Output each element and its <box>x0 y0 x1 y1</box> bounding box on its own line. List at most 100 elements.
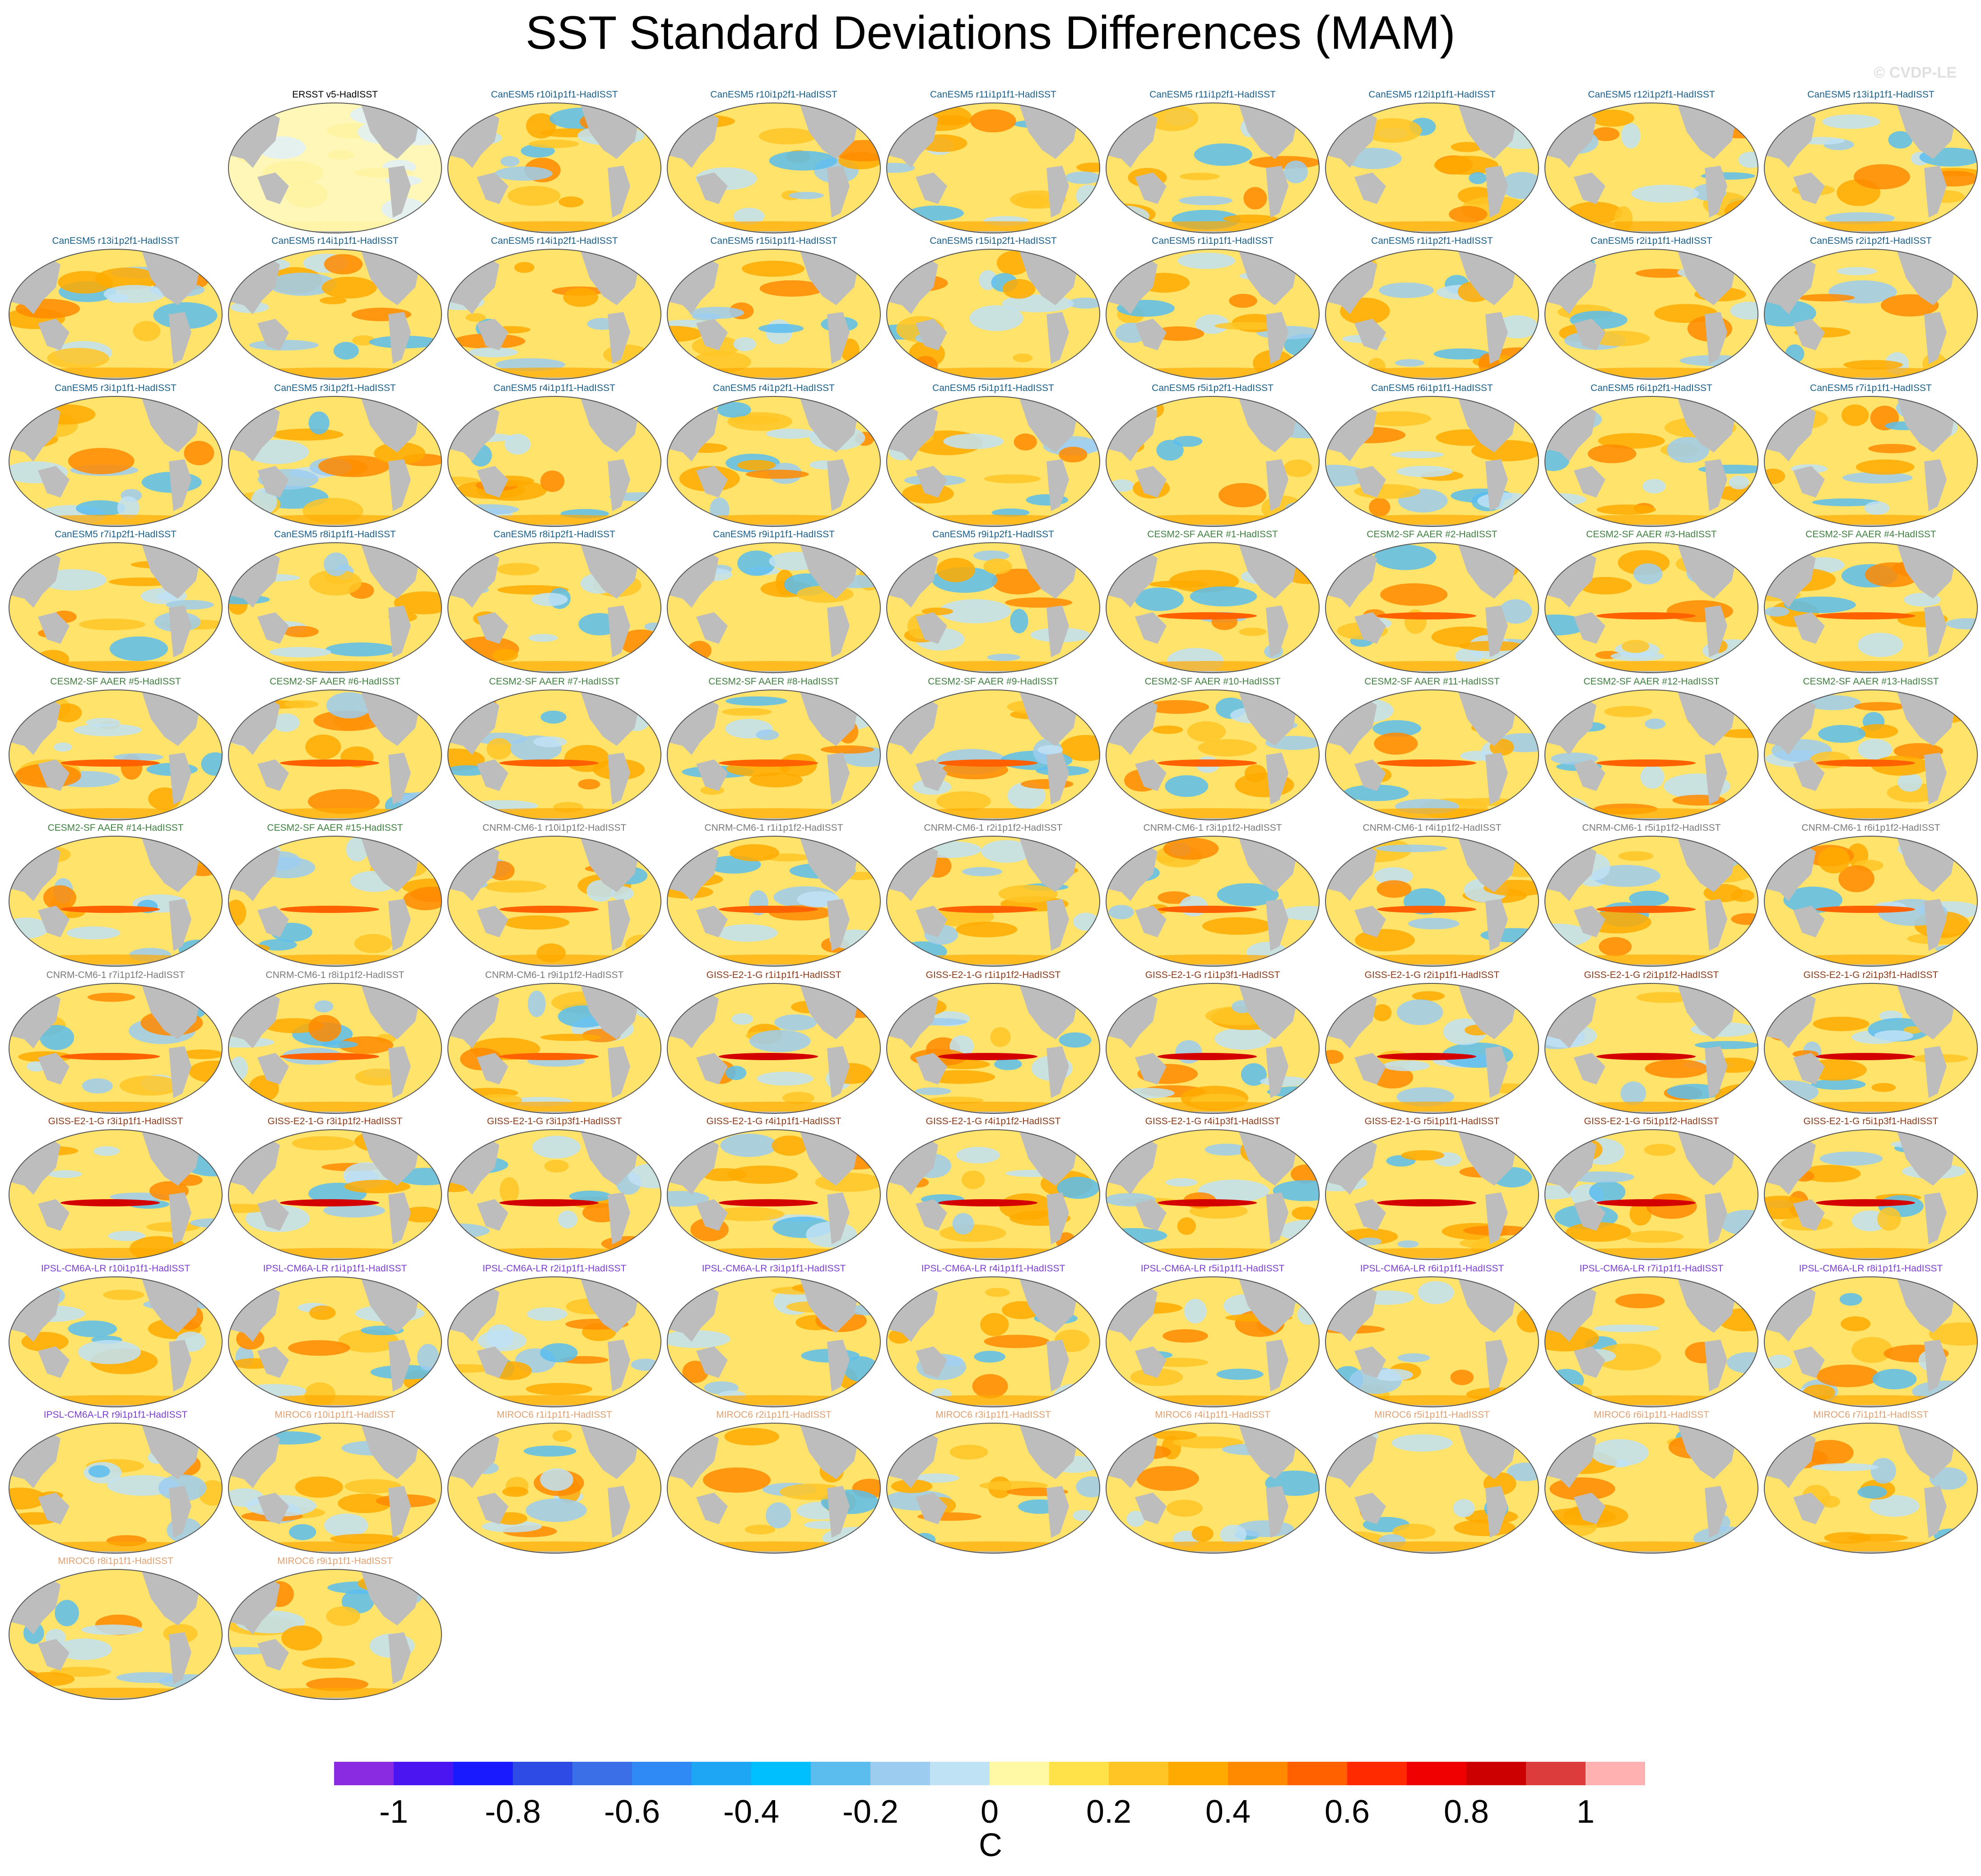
panel-title: MIROC6 r3i1p1f1-HadISST <box>935 1410 1051 1420</box>
map-panel: CNRM-CM6-1 r1i1p1f2-HadISST <box>665 823 883 972</box>
panel-title: IPSL-CM6A-LR r3i1p1f1-HadISST <box>702 1263 846 1274</box>
map-panel: IPSL-CM6A-LR r8i1p1f1-HadISST <box>1762 1263 1980 1412</box>
sst-map <box>1325 542 1539 673</box>
map-panel: CESM2-SF AAER #8-HadISST <box>665 676 883 825</box>
colorbar-swatch <box>394 1762 453 1785</box>
colorbar <box>334 1762 1645 1785</box>
map-panel: CanESM5 r8i1p1f1-HadISST <box>226 529 444 678</box>
colorbar-swatch <box>1466 1762 1526 1785</box>
sst-map <box>9 542 223 673</box>
map-panel: CESM2-SF AAER #10-HadISST <box>1103 676 1322 825</box>
map-panel: GISS-E2-1-G r1i1p1f1-HadISST <box>665 970 883 1119</box>
map-panel: GISS-E2-1-G r2i1p1f1-HadISST <box>1323 970 1541 1119</box>
sst-map <box>228 689 442 820</box>
map-panel: MIROC6 r6i1p1f1-HadISST <box>1542 1410 1761 1559</box>
sst-map <box>1325 1129 1539 1260</box>
sst-map <box>886 1129 1100 1260</box>
map-panel: MIROC6 r5i1p1f1-HadISST <box>1323 1410 1541 1559</box>
map-panel: IPSL-CM6A-LR r3i1p1f1-HadISST <box>665 1263 883 1412</box>
map-panel: CanESM5 r7i1p2f1-HadISST <box>6 529 225 678</box>
panel-title: GISS-E2-1-G r2i1p1f2-HadISST <box>1584 970 1719 980</box>
map-panel: IPSL-CM6A-LR r1i1p1f1-HadISST <box>226 1263 444 1412</box>
map-panel: CNRM-CM6-1 r8i1p1f2-HadISST <box>226 970 444 1119</box>
map-panel: CESM2-SF AAER #12-HadISST <box>1542 676 1761 825</box>
sst-map <box>1764 983 1978 1114</box>
sst-map <box>9 249 223 380</box>
panel-title: GISS-E2-1-G r4i1p3f1-HadISST <box>1145 1116 1280 1127</box>
sst-map <box>1325 249 1539 380</box>
map-panel: GISS-E2-1-G r5i1p1f2-HadISST <box>1542 1116 1761 1265</box>
panel-title: CESM2-SF AAER #7-HadISST <box>489 676 620 687</box>
map-panel: GISS-E2-1-G r5i1p1f1-HadISST <box>1323 1116 1541 1265</box>
panel-title: GISS-E2-1-G r2i1p3f1-HadISST <box>1803 970 1939 980</box>
sst-map <box>1325 1276 1539 1407</box>
map-panel: MIROC6 r2i1p1f1-HadISST <box>665 1410 883 1559</box>
sst-map <box>1544 836 1758 967</box>
sst-map <box>9 1129 223 1260</box>
map-panel: IPSL-CM6A-LR r6i1p1f1-HadISST <box>1323 1263 1541 1412</box>
sst-map <box>447 249 661 380</box>
panel-title: MIROC6 r10i1p1f1-HadISST <box>274 1410 395 1420</box>
panel-title: CNRM-CM6-1 r4i1p1f2-HadISST <box>1363 823 1502 833</box>
panel-title: CNRM-CM6-1 r10i1p1f2-HadISST <box>482 823 627 833</box>
sst-map <box>1544 1276 1758 1407</box>
map-panel: MIROC6 r9i1p1f1-HadISST <box>226 1556 444 1705</box>
map-panel: CESM2-SF AAER #3-HadISST <box>1542 529 1761 678</box>
map-panel: MIROC6 r4i1p1f1-HadISST <box>1103 1410 1322 1559</box>
map-panel: CanESM5 r2i1p1f1-HadISST <box>1542 236 1761 385</box>
sst-map <box>1325 836 1539 967</box>
panel-title: MIROC6 r9i1p1f1-HadISST <box>277 1556 393 1566</box>
sst-map <box>1544 102 1758 233</box>
map-panel: CanESM5 r1i1p2f1-HadISST <box>1323 236 1541 385</box>
map-panel: CESM2-SF AAER #11-HadISST <box>1323 676 1541 825</box>
colorbar-tick-label: 1 <box>1576 1794 1595 1830</box>
map-panel: CanESM5 r1i1p1f1-HadISST <box>1103 236 1322 385</box>
colorbar-units: C <box>979 1827 1002 1863</box>
sst-map <box>447 1129 661 1260</box>
panel-title: CESM2-SF AAER #13-HadISST <box>1803 676 1939 687</box>
panel-title: MIROC6 r4i1p1f1-HadISST <box>1155 1410 1270 1420</box>
colorbar-swatch <box>632 1762 692 1785</box>
colorbar-tick-label: 0.4 <box>1205 1794 1251 1830</box>
sst-map <box>228 102 442 233</box>
map-panel: MIROC6 r1i1p1f1-HadISST <box>445 1410 664 1559</box>
colorbar-swatch <box>990 1762 1049 1785</box>
map-panel: CNRM-CM6-1 r3i1p1f2-HadISST <box>1103 823 1322 972</box>
colorbar-swatch <box>1228 1762 1288 1785</box>
colorbar-tick-label: 0.6 <box>1324 1794 1370 1830</box>
map-panel: CNRM-CM6-1 r4i1p1f2-HadISST <box>1323 823 1541 972</box>
sst-map <box>886 1276 1100 1407</box>
panel-title: CNRM-CM6-1 r8i1p1f2-HadISST <box>265 970 405 980</box>
sst-map <box>1544 1129 1758 1260</box>
panel-title: GISS-E2-1-G r5i1p1f1-HadISST <box>1364 1116 1500 1127</box>
panel-title: CanESM5 r10i1p1f1-HadISST <box>491 89 618 100</box>
map-panel: GISS-E2-1-G r3i1p3f1-HadISST <box>445 1116 664 1265</box>
colorbar-swatch <box>334 1762 394 1785</box>
credit-watermark: © CVDP-LE <box>1874 64 1957 81</box>
sst-map <box>9 1569 223 1700</box>
sst-map <box>1106 836 1320 967</box>
panel-title: GISS-E2-1-G r2i1p1f1-HadISST <box>1364 970 1500 980</box>
panel-title: CanESM5 r5i1p2f1-HadISST <box>1152 383 1274 393</box>
sst-map <box>1544 396 1758 527</box>
map-panel: CNRM-CM6-1 r2i1p1f2-HadISST <box>884 823 1102 972</box>
map-panel: CNRM-CM6-1 r7i1p1f2-HadISST <box>6 970 225 1119</box>
colorbar-swatch <box>572 1762 632 1785</box>
sst-map <box>1764 102 1978 233</box>
map-panel: CESM2-SF AAER #6-HadISST <box>226 676 444 825</box>
panel-title: GISS-E2-1-G r3i1p1f2-HadISST <box>267 1116 403 1127</box>
panel-title: CanESM5 r4i1p1f1-HadISST <box>493 383 615 393</box>
sst-map <box>1764 836 1978 967</box>
map-panel: CanESM5 r12i1p2f1-HadISST <box>1542 89 1761 238</box>
map-panel: CanESM5 r5i1p2f1-HadISST <box>1103 383 1322 532</box>
panel-title: CanESM5 r15i1p2f1-HadISST <box>930 236 1057 246</box>
map-panel: CNRM-CM6-1 r5i1p1f2-HadISST <box>1542 823 1761 972</box>
colorbar-swatch <box>1049 1762 1109 1785</box>
sst-map <box>1544 249 1758 380</box>
panel-title: GISS-E2-1-G r3i1p1f1-HadISST <box>48 1116 183 1127</box>
sst-map <box>447 396 661 527</box>
sst-map <box>886 249 1100 380</box>
sst-map <box>9 689 223 820</box>
panel-title: IPSL-CM6A-LR r6i1p1f1-HadISST <box>1360 1263 1504 1274</box>
sst-map <box>1764 1276 1978 1407</box>
